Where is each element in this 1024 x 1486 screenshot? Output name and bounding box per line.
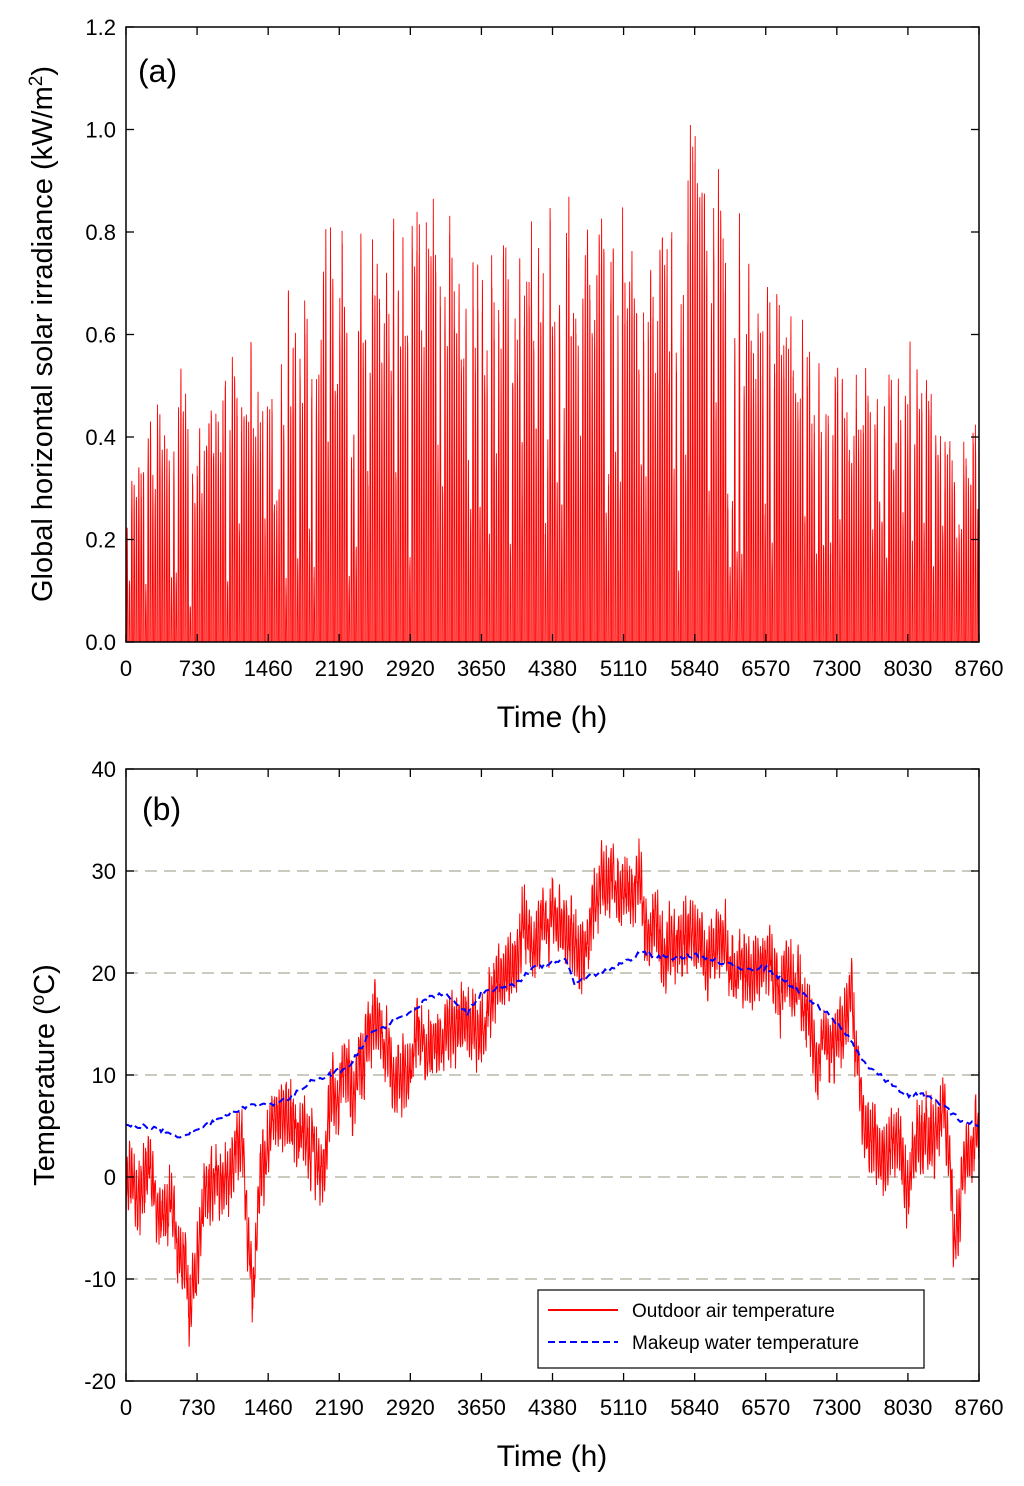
x-tick-label: 730 (179, 656, 216, 681)
irradiance-series (126, 124, 979, 642)
panel-label-a: (a) (138, 53, 177, 89)
x-tick-label: 2190 (315, 1395, 364, 1420)
x-tick-label: 8760 (955, 1395, 1004, 1420)
x-tick-label: 3650 (457, 656, 506, 681)
x-tick-label: 8030 (883, 1395, 932, 1420)
x-axis-label-a: Time (h) (497, 701, 608, 734)
x-tick-label: 8030 (883, 656, 932, 681)
legend-label-outdoor: Outdoor air temperature (632, 1301, 835, 1322)
x-tick-label: 2920 (386, 656, 435, 681)
legend-label-makeup: Makeup water temperature (632, 1333, 859, 1354)
x-tick-label: 0 (120, 1395, 132, 1420)
y-axis-label-a: Global horizontal solar irradiance (kW/m… (26, 66, 60, 602)
x-tick-label: 1460 (244, 656, 293, 681)
x-tick-label: 5110 (600, 656, 647, 681)
x-tick-label: 3650 (457, 1395, 506, 1420)
x-tick-label: 1460 (244, 1395, 293, 1420)
panel-label-b: (b) (142, 791, 181, 827)
x-tick-label: 5840 (670, 656, 719, 681)
gridlines-b (126, 870, 979, 1280)
y-axis-label-b: Temperature (oC) (28, 964, 62, 1186)
y-tick-label: 1.0 (85, 118, 116, 143)
y-tick-label: 40 (92, 757, 116, 782)
panel-a: 0.0 0.2 0.4 0.6 0.8 1.0 1.2 0 730 1460 2190 2920 36… (26, 15, 1004, 734)
y-tick-label: -20 (84, 1369, 116, 1394)
x-tick-label: 8760 (955, 656, 1004, 681)
x-tick-label: 4380 (528, 656, 577, 681)
x-tick-label: 2190 (315, 656, 364, 681)
y-tick-label: 0.2 (85, 528, 116, 553)
legend: Outdoor air temperature Makeup water tem… (537, 1289, 925, 1369)
legend-box (537, 1289, 925, 1369)
y-tick-label: -10 (84, 1267, 116, 1292)
x-tick-label: 7300 (812, 1395, 861, 1420)
x-tick-label: 730 (179, 1395, 216, 1420)
x-tick-label: 5840 (670, 1395, 719, 1420)
x-ticks-b: 0 730 1460 2190 2920 3650 4380 5110 5840 6570 7300… (120, 769, 1004, 1420)
y-tick-label: 20 (92, 961, 116, 986)
y-ticks-a: 0.0 0.2 0.4 0.6 0.8 1.0 1.2 (85, 15, 979, 655)
x-tick-label: 6570 (741, 656, 790, 681)
y-ticks-b: -20 -10 0 10 20 30 40 (84, 757, 979, 1394)
x-tick-label: 7300 (812, 656, 861, 681)
y-tick-label: 0.0 (85, 630, 116, 655)
y-tick-label: 0.6 (85, 323, 116, 348)
series-irradiance-line (126, 124, 979, 642)
y-tick-label: 1.2 (85, 15, 116, 40)
x-tick-label: 5110 (600, 1395, 647, 1420)
x-tick-label: 0 (120, 656, 132, 681)
y-tick-label: 30 (92, 859, 116, 884)
x-tick-label: 4380 (528, 1395, 577, 1420)
y-tick-label: 0.8 (85, 220, 116, 245)
y-tick-label: 10 (92, 1063, 116, 1088)
y-tick-label: 0 (104, 1165, 116, 1190)
x-tick-label: 6570 (741, 1395, 790, 1420)
x-ticks-a: 0 730 1460 2190 2920 3650 4380 5110 5840 6570 7300… (120, 27, 1004, 681)
panel-b: -20 -10 0 10 20 30 40 0 730 1460 2190 2920 3650 4380… (28, 757, 1004, 1473)
x-axis-label-b: Time (h) (497, 1440, 608, 1473)
temperature-series (126, 838, 979, 1347)
y-tick-label: 0.4 (85, 425, 116, 450)
series-outdoor-temperature-line (126, 838, 979, 1347)
x-tick-label: 2920 (386, 1395, 435, 1420)
